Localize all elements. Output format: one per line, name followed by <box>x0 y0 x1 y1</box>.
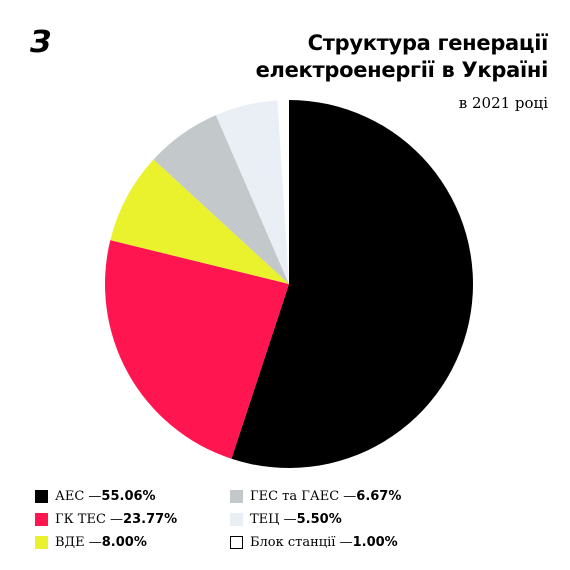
legend-swatch <box>230 535 243 549</box>
legend-label: Блок станції — <box>250 534 353 550</box>
legend-item-4: ТЕЦ — 5.50% <box>230 510 430 528</box>
pie-slice-0 <box>231 100 473 468</box>
pie-slice-2 <box>110 159 289 284</box>
legend-value: 5.50% <box>296 511 342 527</box>
pie-slice-3 <box>153 115 289 284</box>
legend-label: ВДЕ — <box>55 534 102 550</box>
legend-swatch <box>230 512 243 526</box>
legend-swatch <box>35 489 48 503</box>
legend-label: АЕС — <box>55 488 102 504</box>
legend-item-3: ГЕС та ГАЕС — 6.67% <box>230 487 430 505</box>
chart-title-line-1: Структура генерації <box>307 31 549 55</box>
legend-value: 6.67% <box>356 488 402 504</box>
legend-item-2: ВДЕ — 8.00% <box>35 533 230 551</box>
legend-value: 55.06% <box>101 488 156 504</box>
brand-logo: З <box>30 25 52 60</box>
legend-value: 8.00% <box>101 534 147 550</box>
pie-slice-1 <box>104 240 289 459</box>
chart-legend: АЕС — 55.06% ГЕС та ГАЕС — 6.67% ГК ТЕС — … <box>35 487 555 551</box>
pie-slice-4 <box>215 100 289 284</box>
legend-item-1: ГК ТЕС — 23.77% <box>35 510 230 528</box>
legend-swatch <box>35 512 48 526</box>
legend-label: ГЕС та ГАЕС — <box>250 488 357 504</box>
legend-swatch <box>35 535 48 549</box>
legend-label: ГК ТЕС — <box>55 511 124 527</box>
legend-item-0: АЕС — 55.06% <box>35 487 230 505</box>
legend-swatch <box>230 489 243 503</box>
chart-subtitle: в 2021 році <box>458 94 548 112</box>
pie-slice-5 <box>277 99 289 284</box>
legend-item-5: Блок станції — 1.00% <box>230 533 430 551</box>
legend-value: 1.00% <box>352 534 398 550</box>
legend-label: ТЕЦ — <box>250 511 297 527</box>
chart-title: Структура генерації електроенергії в Укр… <box>255 30 549 84</box>
legend-value: 23.77% <box>123 511 178 527</box>
chart-title-line-2: електроенергії в Україні <box>255 58 549 82</box>
